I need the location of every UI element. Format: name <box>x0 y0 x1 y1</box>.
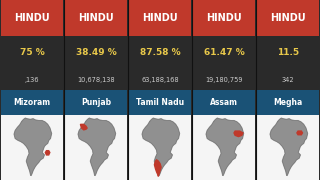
FancyBboxPatch shape <box>1 0 63 36</box>
Text: HINDU: HINDU <box>78 13 114 23</box>
Text: HINDU: HINDU <box>142 13 178 23</box>
Polygon shape <box>270 118 308 176</box>
Text: 75 %: 75 % <box>20 48 44 57</box>
Polygon shape <box>45 151 50 155</box>
FancyBboxPatch shape <box>65 36 127 69</box>
FancyBboxPatch shape <box>193 36 255 69</box>
Text: Punjab: Punjab <box>81 98 111 107</box>
Text: HINDU: HINDU <box>270 13 306 23</box>
Text: Mizoram: Mizoram <box>13 98 51 107</box>
FancyBboxPatch shape <box>257 0 319 36</box>
Text: 63,188,168: 63,188,168 <box>141 77 179 83</box>
FancyBboxPatch shape <box>65 0 127 36</box>
Text: HINDU: HINDU <box>206 13 242 23</box>
FancyBboxPatch shape <box>1 90 63 115</box>
FancyBboxPatch shape <box>1 36 63 69</box>
FancyBboxPatch shape <box>257 36 319 69</box>
Text: Assam: Assam <box>210 98 238 107</box>
Polygon shape <box>142 118 180 176</box>
Polygon shape <box>14 118 52 176</box>
Text: 38.49 %: 38.49 % <box>76 48 116 57</box>
Text: 342: 342 <box>282 77 294 83</box>
FancyBboxPatch shape <box>65 90 127 115</box>
Polygon shape <box>78 118 116 176</box>
Text: 11.5: 11.5 <box>277 48 299 57</box>
FancyBboxPatch shape <box>1 115 63 180</box>
Text: HINDU: HINDU <box>14 13 50 23</box>
FancyBboxPatch shape <box>193 69 255 90</box>
Polygon shape <box>297 131 302 135</box>
Text: 10,678,138: 10,678,138 <box>77 77 115 83</box>
FancyBboxPatch shape <box>193 115 255 180</box>
FancyBboxPatch shape <box>193 90 255 115</box>
FancyBboxPatch shape <box>257 69 319 90</box>
FancyBboxPatch shape <box>257 115 319 180</box>
FancyBboxPatch shape <box>129 69 191 90</box>
FancyBboxPatch shape <box>129 90 191 115</box>
Text: ,136: ,136 <box>25 77 39 83</box>
FancyBboxPatch shape <box>65 115 127 180</box>
Text: Tamil Nadu: Tamil Nadu <box>136 98 184 107</box>
FancyBboxPatch shape <box>193 0 255 36</box>
FancyBboxPatch shape <box>257 90 319 115</box>
FancyBboxPatch shape <box>65 69 127 90</box>
Polygon shape <box>155 160 161 176</box>
FancyBboxPatch shape <box>129 115 191 180</box>
Polygon shape <box>80 124 87 130</box>
FancyBboxPatch shape <box>129 36 191 69</box>
FancyBboxPatch shape <box>129 0 191 36</box>
Text: 87.58 %: 87.58 % <box>140 48 180 57</box>
Text: 61.47 %: 61.47 % <box>204 48 244 57</box>
FancyBboxPatch shape <box>1 69 63 90</box>
Text: 19,180,759: 19,180,759 <box>205 77 243 83</box>
Polygon shape <box>234 131 243 137</box>
Text: Megha: Megha <box>273 98 303 107</box>
Polygon shape <box>206 118 244 176</box>
